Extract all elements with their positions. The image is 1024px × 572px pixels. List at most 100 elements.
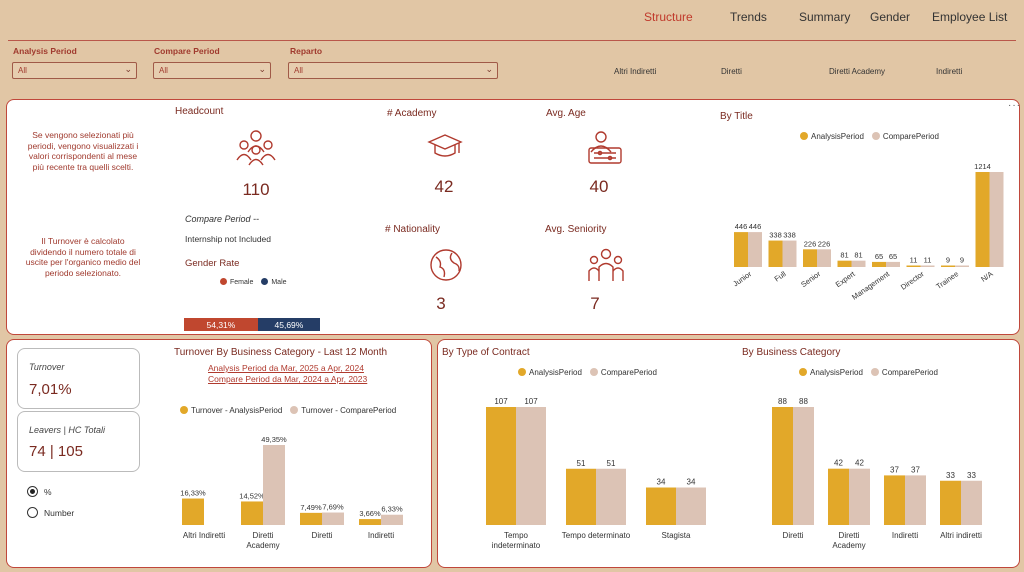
- bar-diretti-academy-compareperiod: [849, 468, 870, 525]
- bar-senior-analysisperiod: [803, 249, 817, 267]
- radio-number-label: Number: [44, 508, 75, 518]
- contract-compare-legend: ComparePeriod: [600, 368, 657, 377]
- tick-label-altri-indiretti: Altri Indiretti: [183, 531, 225, 540]
- academy-value: 42: [434, 177, 454, 196]
- bar-indiretti-turnover-analysisperiod: [359, 519, 381, 525]
- tick-label-indiretti: Indiretti: [892, 531, 918, 540]
- tick-label-junior: Junior: [731, 269, 753, 288]
- compare-legend-label: ComparePeriod: [882, 132, 939, 141]
- bar-expert-compareperiod: [851, 260, 866, 267]
- gender-rate-bar: 54,31% 45,69%: [184, 318, 320, 331]
- avg-age-label: Avg. Age: [546, 108, 586, 119]
- compare-period-range: Compare Period da Mar, 2024 a Apr, 2023: [208, 374, 368, 384]
- radio-number[interactable]: [27, 507, 38, 518]
- data-label-tempo-indeterminato-compareperiod: 107: [524, 397, 538, 406]
- nav-trends[interactable]: Trends: [730, 10, 767, 24]
- bar-altri-indiretti-turnover-analysisperiod: [182, 498, 204, 525]
- bar-diretti-analysisperiod: [772, 407, 793, 525]
- radio-percent-dot: [30, 489, 35, 494]
- compare-period-label: Compare Period: [154, 46, 220, 56]
- graduation-cap-icon: [427, 134, 463, 157]
- nav-structure[interactable]: Structure: [644, 10, 693, 24]
- bar-tempo-determinato-compareperiod: [596, 468, 626, 525]
- tick-label-indiretti: Indiretti: [368, 531, 394, 540]
- chip-diretti[interactable]: Diretti: [721, 67, 742, 76]
- turnover-card-label: Turnover: [29, 362, 65, 372]
- by-title-chart: 446 446 Junior 338 338 Full 226 226 Senior 81 81 Ex…: [731, 162, 1004, 300]
- male-pct: 45,69%: [274, 319, 304, 330]
- bar-junior-compareperiod: [748, 232, 762, 267]
- chevron-down-icon: ⌄: [485, 64, 493, 74]
- overview-panel: [6, 99, 1020, 335]
- data-label-diretti-academy-compareperiod: 42: [855, 459, 864, 468]
- bar-expert-analysisperiod: [837, 260, 852, 267]
- data-label-full-analysisperiod: 338: [769, 231, 782, 240]
- bar-stagista-compareperiod: [676, 487, 706, 525]
- academy-label: # Academy: [387, 108, 437, 119]
- analysis-period-select[interactable]: All ⌄: [12, 62, 137, 79]
- data-label-diretti-academy-analysisperiod: 42: [834, 459, 843, 468]
- data-label-altri-indiretti-compareperiod: 33: [967, 471, 976, 480]
- data-label-diretti-academy-turnover-analysisperiod: 14,52%: [239, 491, 265, 500]
- bar-senior-compareperiod: [817, 249, 831, 267]
- bar-management-analysisperiod: [872, 261, 886, 267]
- data-label-tempo-determinato-analysisperiod: 51: [577, 459, 586, 468]
- data-label-indiretti-turnover-compareperiod: 6,33%: [381, 505, 403, 514]
- data-label-indiretti-compareperiod: 37: [911, 465, 920, 474]
- contract-legend: AnalysisPeriod ComparePeriod: [518, 368, 657, 377]
- female-legend-label: Female: [230, 279, 254, 286]
- data-label-tempo-determinato-compareperiod: 51: [607, 459, 616, 468]
- chip-diretti-academy[interactable]: Diretti Academy: [829, 67, 886, 76]
- reparto-select[interactable]: All ⌄: [288, 62, 498, 79]
- data-label-altri-indiretti-turnover-analysisperiod: 16,33%: [180, 489, 206, 498]
- data-label-diretti-academy-turnover-compareperiod: 49,35%: [261, 435, 287, 444]
- avg-seniority-label: Avg. Seniority: [545, 224, 607, 235]
- chip-indiretti[interactable]: Indiretti: [936, 67, 963, 76]
- reparto-value: All: [294, 66, 303, 75]
- data-label-junior-analysisperiod: 446: [735, 222, 748, 231]
- bar-trainee-analysisperiod: [941, 265, 955, 267]
- tick-label-senior: Senior: [799, 269, 822, 289]
- nav-gender[interactable]: Gender: [870, 10, 911, 24]
- data-label-indiretti-analysisperiod: 37: [890, 465, 899, 474]
- tick-label-stagista: Stagista: [662, 531, 691, 540]
- compare-dot: [871, 132, 880, 140]
- radio-percent[interactable]: [27, 486, 38, 497]
- analysis-dot: [180, 406, 188, 414]
- bar-diretti-compareperiod: [793, 407, 814, 525]
- bar-tempo-indeterminato-compareperiod: [516, 407, 546, 525]
- chip-altri-indiretti[interactable]: Altri Indiretti: [614, 67, 657, 76]
- turnover-note: Il Turnover è calcolato dividendo il num…: [25, 236, 141, 278]
- turnover-legend: Turnover - AnalysisPeriod Turnover - Com…: [180, 406, 396, 415]
- data-label-director-analysisperiod: 11: [910, 256, 918, 265]
- leavers-card-label: Leavers | HC Totali: [29, 425, 106, 435]
- compare-period-value: All: [159, 66, 168, 75]
- more-options-icon[interactable]: ···: [1008, 100, 1021, 111]
- data-label-trainee-compareperiod: 9: [960, 256, 964, 265]
- turnover-chart-title: Turnover By Business Category - Last 12 …: [174, 347, 388, 358]
- data-label-junior-compareperiod: 446: [749, 222, 762, 231]
- category-chart: 88 88 Diretti 42 42 Diretti Academy 37 37 Indiret…: [772, 397, 982, 550]
- nav-employee-list[interactable]: Employee List: [932, 10, 1008, 24]
- by-title-legend: AnalysisPeriod ComparePeriod: [800, 132, 939, 141]
- compare-period-select[interactable]: All ⌄: [153, 62, 271, 79]
- tick-label-diretti: Diretti: [312, 531, 333, 540]
- analysis-period-label: Analysis Period: [13, 46, 77, 56]
- bar-tempo-indeterminato-analysisperiod: [486, 407, 516, 525]
- reparto-label: Reparto: [290, 46, 323, 56]
- bar-full-analysisperiod: [768, 240, 783, 267]
- bar-management-compareperiod: [886, 261, 900, 267]
- bar-tempo-determinato-analysisperiod: [566, 468, 596, 525]
- radio-percent-label: %: [44, 487, 52, 497]
- data-label-stagista-analysisperiod: 34: [657, 478, 666, 487]
- leavers-card: [17, 411, 140, 472]
- nationality-value: 3: [436, 294, 446, 313]
- bar-trainee-compareperiod: [955, 265, 969, 267]
- data-label-diretti-turnover-compareperiod: 7,69%: [322, 503, 344, 512]
- data-label-diretti-compareperiod: 88: [799, 397, 808, 406]
- bar-diretti-academy-turnover-compareperiod: [263, 445, 285, 525]
- female-segment: 54,31%: [184, 318, 258, 331]
- nav-summary[interactable]: Summary: [799, 10, 851, 24]
- bar-n-a-analysisperiod: [975, 172, 990, 267]
- headcount-label: Headcount: [175, 106, 224, 117]
